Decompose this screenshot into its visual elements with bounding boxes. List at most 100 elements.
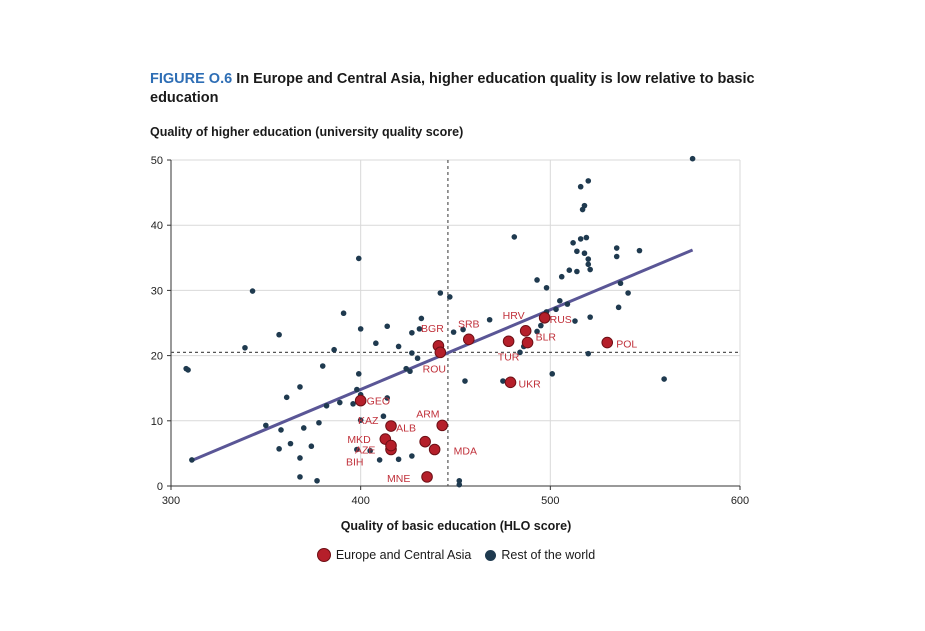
y-tick-label: 0 [157,481,163,493]
legend-item-eca: Europe and Central Asia [316,548,471,562]
rest-of-world-point [418,315,425,322]
rest-of-world-point [549,371,556,377]
rest-of-world-point [308,443,315,450]
eca-point-label: ALB [396,423,416,435]
rest-of-world-point [557,298,563,304]
rest-of-world-point [585,350,592,357]
rest-of-world-point [373,340,379,347]
rest-of-world-point [283,394,290,401]
rest-of-world-point [577,236,584,242]
rest-of-world-point [189,457,195,463]
rest-of-world-point [316,419,322,426]
rest-of-world-point [581,250,588,257]
x-tick-label: 600 [731,495,749,507]
rest-of-world-point [278,427,284,433]
rest-of-world-point [297,474,303,480]
rest-of-world-point [534,277,540,283]
rest-of-world-point [460,326,466,333]
rest-of-world-point [613,245,620,251]
eca-point-label: ARM [416,408,439,420]
rest-of-world-point [587,314,593,320]
legend-item-row: Rest of the world [485,548,595,562]
eca-point [601,336,614,349]
rest-of-world-point [384,323,391,330]
rest-of-world-point [242,344,248,351]
rest-of-world-point [585,256,592,262]
x-axis-title: Quality of basic education (HLO score) [340,519,572,533]
rest-of-world-point [350,401,356,407]
eca-point [385,439,397,452]
eca-point-label: BLR [536,332,557,344]
rest-of-world-point [367,447,373,454]
eca-point-label: BIH [346,457,364,469]
rest-of-world-point [437,290,444,296]
eca-point [462,333,475,346]
rest-of-world-point [517,349,523,356]
rest-of-world-point [583,234,590,241]
eca-point [385,420,397,432]
rest-of-world-point [357,417,364,423]
eca-point-label: AZE [355,444,375,456]
eca-point-label: HRV [503,310,525,322]
rest-of-world-point [617,280,624,287]
rest-of-world-point [409,329,415,336]
rest-of-world-point [534,328,540,335]
rest-of-world-point [340,310,347,317]
rest-of-world-point [538,322,544,329]
rest-of-world-point [354,446,360,453]
rest-of-world-point [354,386,360,393]
legend-swatch-eca [316,548,331,562]
rest-of-world-point [355,255,362,262]
rest-of-world-point [450,329,457,335]
rest-of-world-point [486,316,493,323]
eca-point-label: ROU [423,363,446,375]
rest-of-world-point [456,477,463,484]
rest-of-world-point [574,248,580,255]
rest-of-world-point [407,368,413,375]
rest-of-world-point [564,301,571,307]
rest-of-world-point [447,294,453,300]
rest-of-world-point [553,306,559,313]
rest-of-world-point [409,453,415,459]
rest-of-world-point [395,343,402,350]
rest-of-world-point [625,290,631,296]
eca-point-label: BGR [421,323,444,335]
rest-of-world-point [500,378,506,384]
rest-of-world-point [543,284,550,291]
figure-title: FIGURE O.6 In Europe and Central Asia, h… [150,70,770,108]
eca-point [504,376,517,389]
eca-point [436,419,449,432]
rest-of-world-point [380,413,387,420]
rest-of-world-point [636,247,643,254]
eca-point [519,325,532,337]
rest-of-world-point [331,346,337,353]
rest-of-world-point [319,363,326,369]
eca-point-label: POL [616,339,637,351]
legend-swatch-row [485,549,497,561]
eca-point-label: MKD [347,434,371,446]
rest-of-world-point [355,371,362,377]
rest-of-world-point [276,331,282,338]
rest-of-world-point [416,326,423,332]
rest-of-world-point [376,457,383,463]
rest-of-world-point [395,456,402,463]
eca-point [502,335,515,348]
eca-point [521,336,534,349]
y-tick-label: 30 [151,285,163,297]
rest-of-world-point [263,422,269,429]
rest-of-world-point [585,178,592,184]
rest-of-world-point [585,261,592,268]
rest-of-world-point [414,355,421,362]
eca-point [434,346,447,359]
eca-point-label: TUR [498,351,520,363]
rest-of-world-point [185,367,191,373]
eca-point-label: MDA [454,445,477,457]
rest-of-world-point [314,477,320,484]
rest-of-world-point [456,481,463,488]
rest-of-world-point [297,384,303,390]
rest-of-world-point [337,399,343,406]
rest-of-world-point [323,403,330,409]
eca-point [428,443,441,456]
eca-point [354,394,367,407]
